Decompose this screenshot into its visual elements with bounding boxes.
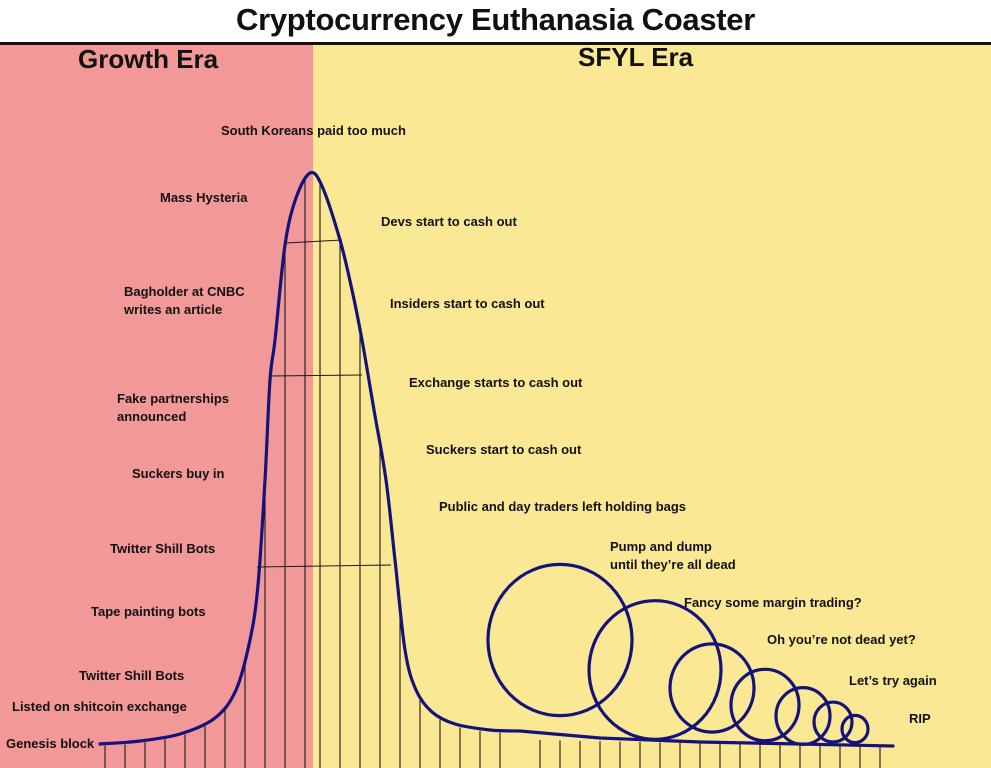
coaster-loop xyxy=(729,667,801,743)
label-listed-on-exchange: Listed on shitcoin exchange xyxy=(12,699,187,714)
coaster-loop xyxy=(812,700,854,744)
support-brace xyxy=(256,564,392,568)
support-braces xyxy=(256,239,392,568)
support-brace xyxy=(269,374,363,377)
growth-era-label: Growth Era xyxy=(78,44,219,74)
label-not-dead-yet: Oh you’re not dead yet? xyxy=(767,632,916,647)
coaster-loop xyxy=(840,713,870,745)
diagram-title: Cryptocurrency Euthanasia Coaster xyxy=(236,2,755,37)
label-rip: RIP xyxy=(909,711,931,726)
label-twitter-shill-bots-upper: Twitter Shill Bots xyxy=(110,541,216,556)
label-bagholder-cnbc: Bagholder at CNBC writes an article xyxy=(124,284,245,317)
label-exchange-cash-out: Exchange starts to cash out xyxy=(409,375,583,390)
label-suckers-buy-in: Suckers buy in xyxy=(132,466,225,481)
label-mass-hysteria: Mass Hysteria xyxy=(160,190,248,205)
track-supports xyxy=(104,180,881,768)
coaster-loops xyxy=(486,562,870,746)
label-public-holding-bags: Public and day traders left holding bags xyxy=(439,499,687,514)
label-devs-cash-out: Devs start to cash out xyxy=(381,214,517,229)
label-tape-painting-bots: Tape painting bots xyxy=(91,604,206,619)
coaster-track xyxy=(98,170,895,748)
label-genesis-block: Genesis block xyxy=(6,736,95,751)
label-insiders-cash-out: Insiders start to cash out xyxy=(390,296,545,311)
coaster-loop xyxy=(486,562,634,718)
coaster-loop xyxy=(668,642,756,734)
label-suckers-cash-out: Suckers start to cash out xyxy=(426,442,582,457)
label-lets-try-again: Let’s try again xyxy=(849,673,937,688)
sfyl-era-zone xyxy=(313,45,991,768)
coaster-loop xyxy=(587,599,723,741)
label-margin-trading: Fancy some margin trading? xyxy=(684,595,862,610)
title-underline xyxy=(0,42,991,45)
label-fake-partnerships: Fake partnerships announced xyxy=(117,391,229,424)
label-twitter-shill-bots-lower: Twitter Shill Bots xyxy=(79,668,185,683)
coaster-loop xyxy=(774,686,832,746)
growth-era-zone xyxy=(0,45,313,768)
label-south-koreans: South Koreans paid too much xyxy=(221,123,406,138)
sfyl-era-label: SFYL Era xyxy=(578,42,694,72)
support-brace xyxy=(285,239,343,244)
label-pump-and-dump: Pump and dump until they’re all dead xyxy=(610,539,736,572)
